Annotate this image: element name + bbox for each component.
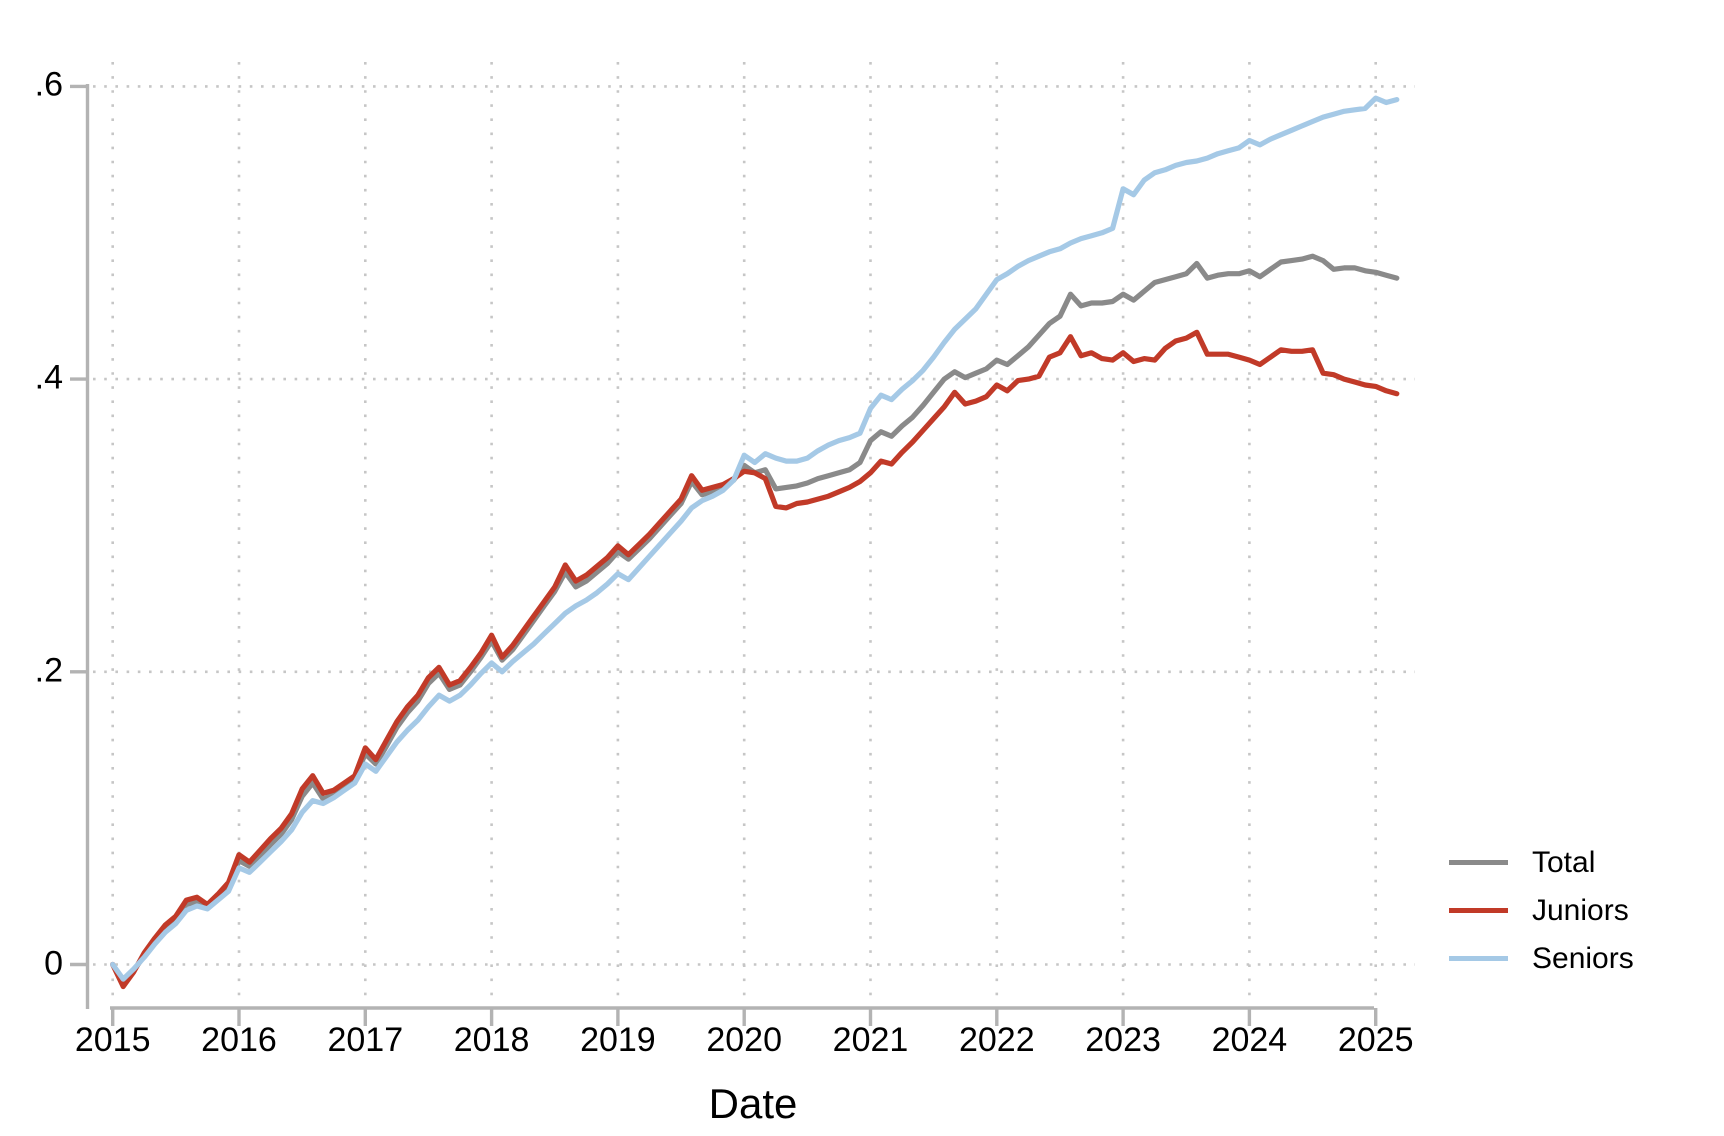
x-tick-label: 2021 bbox=[832, 1021, 909, 1059]
x-tick-label: 2023 bbox=[1085, 1021, 1161, 1059]
x-tick-label: 2022 bbox=[958, 1021, 1035, 1059]
x-tick-label: 2019 bbox=[580, 1021, 656, 1059]
legend-swatch-total-line bbox=[1449, 860, 1508, 865]
x-tick-label: 2016 bbox=[201, 1021, 277, 1059]
y-tick-label: .2 bbox=[34, 651, 63, 690]
x-axis-title: Date bbox=[708, 1080, 798, 1127]
y-tick-label: .4 bbox=[34, 358, 63, 397]
legend-swatch-seniors-line bbox=[1449, 956, 1508, 961]
y-tick-label: .6 bbox=[34, 66, 63, 105]
x-tick-label: 2024 bbox=[1211, 1021, 1288, 1059]
x-tick-label: 2017 bbox=[327, 1021, 404, 1059]
series-line-seniors bbox=[110, 95, 1400, 982]
x-tick-label: 2015 bbox=[74, 1021, 151, 1059]
y-tick-label: 0 bbox=[44, 944, 63, 983]
legend-item-juniors: Juniors bbox=[1449, 894, 1634, 927]
legend-label-juniors: Juniors bbox=[1532, 893, 1629, 927]
series-line-juniors bbox=[110, 329, 1400, 990]
legend-swatch-juniors-line bbox=[1449, 908, 1508, 913]
legend-item-seniors: Seniors bbox=[1449, 942, 1634, 975]
x-tick-label: 2025 bbox=[1337, 1021, 1414, 1059]
x-tick-label: 2018 bbox=[453, 1021, 530, 1059]
legend-item-total: Total bbox=[1449, 846, 1634, 879]
legend-label-seniors: Seniors bbox=[1532, 941, 1634, 975]
legend-label-total: Total bbox=[1532, 845, 1596, 879]
x-tick-label: 2020 bbox=[706, 1021, 783, 1059]
legend: Total Juniors Seniors bbox=[1449, 846, 1634, 975]
